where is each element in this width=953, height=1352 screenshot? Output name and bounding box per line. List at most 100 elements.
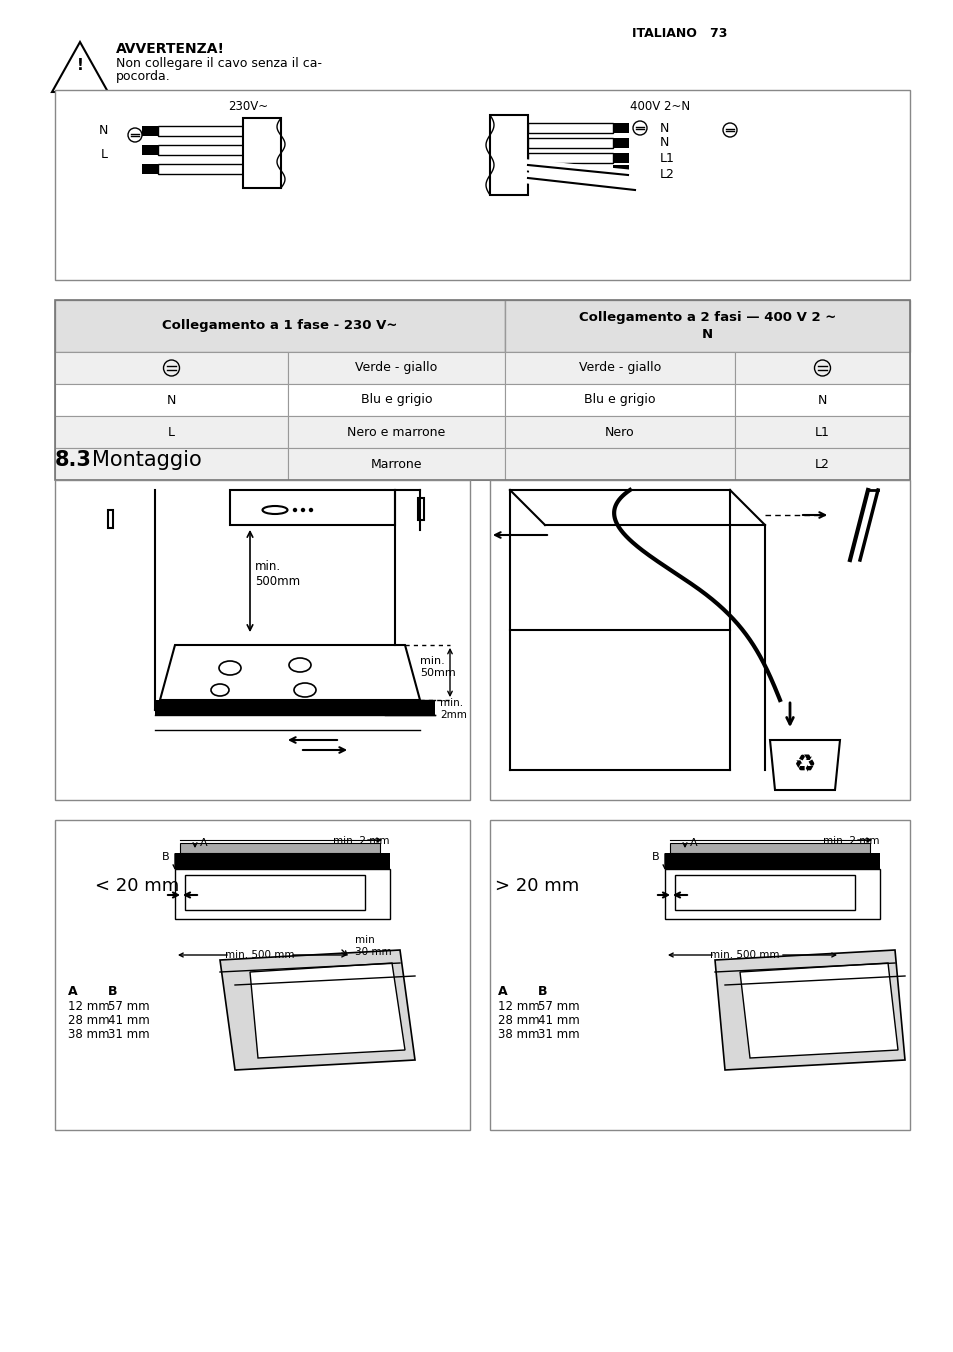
Text: Blu e grigio: Blu e grigio: [583, 393, 655, 407]
Text: min. 500 mm: min. 500 mm: [225, 950, 294, 960]
Circle shape: [301, 508, 304, 511]
Bar: [142, 145, 158, 155]
Bar: [613, 138, 628, 147]
Text: Montaggio: Montaggio: [91, 450, 201, 470]
Text: 28 mm: 28 mm: [68, 1014, 110, 1028]
Bar: [613, 165, 628, 174]
Bar: [504, 416, 734, 448]
Text: Verde - giallo: Verde - giallo: [578, 361, 660, 375]
Text: ITALIANO   73: ITALIANO 73: [631, 27, 726, 41]
Bar: [664, 853, 879, 869]
Text: L1: L1: [659, 151, 674, 165]
Bar: [142, 126, 158, 137]
Text: L2: L2: [814, 457, 829, 470]
Text: 400V 2~N: 400V 2~N: [629, 100, 689, 114]
Bar: [158, 126, 243, 137]
Text: 38 mm: 38 mm: [497, 1028, 539, 1041]
Text: 28 mm: 28 mm: [497, 1014, 539, 1028]
Bar: [527, 153, 613, 164]
Text: 12 mm: 12 mm: [68, 1000, 110, 1013]
Text: 41 mm: 41 mm: [537, 1014, 579, 1028]
Bar: [669, 844, 869, 853]
Text: N: N: [659, 122, 669, 134]
Text: L: L: [168, 426, 174, 438]
Text: N: N: [817, 393, 826, 407]
Text: A: A: [497, 986, 507, 998]
Text: B: B: [651, 852, 659, 863]
Circle shape: [294, 508, 296, 511]
Text: L: L: [101, 149, 108, 161]
Text: A: A: [689, 838, 697, 848]
Bar: [288, 448, 504, 480]
Text: B: B: [108, 986, 117, 998]
Text: min.
2mm: min. 2mm: [439, 698, 466, 719]
Text: Nero e marrone: Nero e marrone: [347, 426, 445, 438]
Bar: [55, 821, 470, 1130]
Text: A: A: [200, 838, 208, 848]
Bar: [55, 91, 909, 280]
Text: N: N: [659, 137, 669, 150]
Bar: [55, 448, 288, 480]
Text: min.
50mm: min. 50mm: [419, 656, 456, 677]
Bar: [158, 164, 243, 174]
Text: 41 mm: 41 mm: [108, 1014, 150, 1028]
Polygon shape: [220, 950, 415, 1069]
Text: N: N: [98, 123, 108, 137]
Bar: [185, 875, 365, 910]
Bar: [180, 844, 379, 853]
Text: Collegamento a 1 fase - 230 V~: Collegamento a 1 fase - 230 V~: [162, 319, 397, 333]
Text: !: !: [76, 58, 83, 73]
Text: 31 mm: 31 mm: [537, 1028, 579, 1041]
Bar: [55, 480, 470, 800]
Text: 12 mm: 12 mm: [497, 1000, 539, 1013]
Text: min. 500 mm: min. 500 mm: [709, 950, 779, 960]
Text: B: B: [162, 852, 170, 863]
Text: min. 2 mm: min. 2 mm: [822, 836, 879, 846]
Bar: [504, 448, 734, 480]
Text: B: B: [537, 986, 547, 998]
Bar: [108, 510, 112, 529]
Bar: [288, 384, 504, 416]
Text: 57 mm: 57 mm: [537, 1000, 579, 1013]
Text: AVVERTENZA!: AVVERTENZA!: [116, 42, 225, 55]
Text: Collegamento a 2 fasi — 400 V 2 ~: Collegamento a 2 fasi — 400 V 2 ~: [578, 311, 835, 324]
Text: A: A: [68, 986, 77, 998]
Text: min
30 mm: min 30 mm: [355, 936, 392, 957]
Bar: [613, 123, 628, 132]
Text: Marrone: Marrone: [371, 457, 422, 470]
Text: 38 mm: 38 mm: [68, 1028, 110, 1041]
Polygon shape: [769, 740, 840, 790]
Polygon shape: [250, 963, 405, 1059]
Bar: [527, 123, 613, 132]
Text: Verde - giallo: Verde - giallo: [355, 361, 437, 375]
Bar: [734, 416, 909, 448]
Text: Blu e grigio: Blu e grigio: [360, 393, 432, 407]
Bar: [55, 300, 504, 352]
Circle shape: [309, 508, 313, 511]
Bar: [55, 352, 288, 384]
Bar: [490, 480, 909, 800]
Bar: [613, 153, 628, 164]
Text: Nero: Nero: [604, 426, 634, 438]
Text: 57 mm: 57 mm: [108, 1000, 150, 1013]
Text: pocorda.: pocorda.: [116, 70, 171, 82]
Bar: [734, 352, 909, 384]
Bar: [490, 115, 527, 195]
Bar: [504, 384, 734, 416]
Polygon shape: [160, 645, 419, 700]
Bar: [675, 875, 854, 910]
Bar: [417, 498, 423, 521]
Text: min.
500mm: min. 500mm: [254, 560, 300, 588]
Bar: [55, 384, 288, 416]
Bar: [288, 352, 504, 384]
Text: L1: L1: [814, 426, 829, 438]
Text: Non collegare il cavo senza il ca-: Non collegare il cavo senza il ca-: [116, 57, 322, 70]
Bar: [527, 138, 613, 147]
Bar: [734, 384, 909, 416]
Polygon shape: [714, 950, 904, 1069]
Text: 230V~: 230V~: [228, 100, 268, 114]
Text: < 20 mm: < 20 mm: [95, 877, 179, 895]
Bar: [55, 416, 288, 448]
Text: N: N: [167, 393, 176, 407]
Bar: [504, 300, 909, 352]
